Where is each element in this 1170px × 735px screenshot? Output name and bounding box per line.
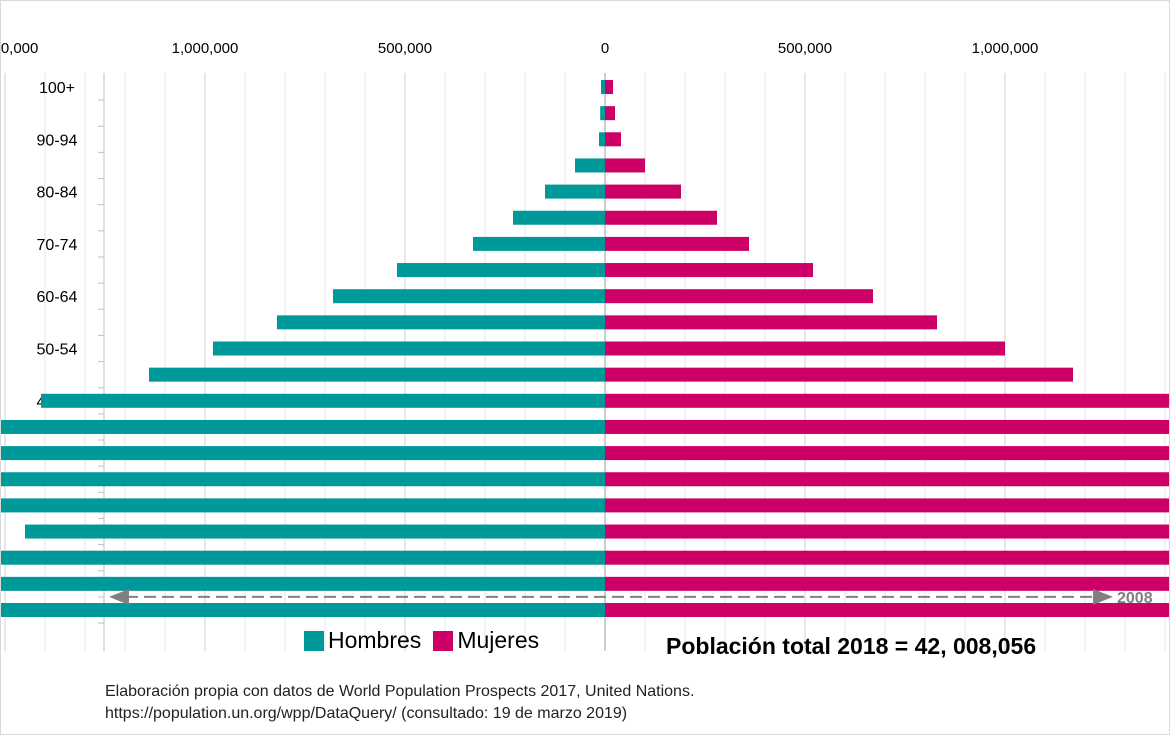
y-tick-label: 90-94 (37, 132, 78, 149)
bar-hombres (600, 106, 605, 121)
bar-hombres (397, 263, 605, 278)
bar-mujeres (605, 550, 1169, 565)
bar-mujeres (605, 419, 1169, 434)
bar-hombres (333, 289, 605, 304)
bar-mujeres (605, 446, 1169, 461)
bar-mujeres (605, 289, 873, 304)
annotation-label: 2008 (1117, 590, 1153, 607)
legend-item-hombres: Hombres (304, 627, 421, 654)
legend-item-mujeres: Mujeres (433, 627, 539, 654)
bar-hombres (513, 210, 605, 225)
legend-label-mujeres: Mujeres (457, 627, 540, 653)
bar-hombres (213, 341, 605, 356)
bar-hombres (1, 472, 605, 487)
bar-hombres (277, 315, 605, 330)
bar-mujeres (605, 106, 615, 121)
legend-swatch-hombres (304, 630, 324, 651)
legend-swatch-mujeres (433, 630, 454, 651)
annotation-2008: 2008 (109, 588, 1153, 607)
bar-mujeres (605, 210, 717, 225)
total-population-text: Población total 2018 = 42, 008,056 (666, 633, 1037, 659)
bar-mujeres (605, 472, 1169, 487)
x-tick-label: 1,500,000 (1, 40, 38, 57)
x-tick-label: 1,000,000 (172, 40, 239, 57)
bars (1, 80, 1169, 617)
bar-mujeres (605, 576, 1169, 591)
bar-mujeres (605, 524, 1169, 539)
x-tick-label: 500,000 (378, 40, 432, 57)
bar-mujeres (605, 158, 645, 173)
bar-mujeres (605, 498, 1169, 513)
arrowhead-right-icon (1093, 588, 1113, 605)
bar-hombres (601, 80, 605, 94)
bar-mujeres (605, 184, 681, 199)
x-tick-label: 1,000,000 (972, 40, 1039, 57)
bar-hombres (545, 184, 605, 199)
bar-hombres (1, 576, 605, 591)
legend: Hombres Mujeres (304, 627, 551, 654)
bar-mujeres (605, 341, 1005, 356)
bar-hombres (575, 158, 605, 173)
bar-hombres (1, 446, 605, 461)
legend-label-hombres: Hombres (328, 627, 422, 653)
bar-hombres (41, 393, 605, 408)
bar-mujeres (605, 236, 749, 251)
arrowhead-left-icon (109, 588, 129, 605)
bar-mujeres (605, 263, 813, 278)
bar-mujeres (605, 315, 937, 330)
bar-mujeres (605, 393, 1169, 408)
bar-mujeres (605, 132, 621, 147)
y-tick-label: 50-54 (37, 342, 78, 359)
bar-hombres (599, 132, 605, 147)
y-tick-label: 70-74 (37, 237, 78, 254)
x-axis-ticks: 2,500,0002,000,0001,500,0001,000,000500,… (1, 40, 1039, 57)
y-tick-label: 60-64 (37, 289, 78, 306)
bar-hombres (1, 550, 605, 565)
y-tick-label: 80-84 (37, 185, 78, 202)
source-line-1: Elaboración propia con datos de World Po… (105, 683, 695, 700)
x-tick-label: 500,000 (778, 40, 832, 57)
bar-hombres (25, 524, 605, 539)
x-tick-label: 0 (601, 40, 609, 57)
bar-hombres (1, 603, 605, 617)
bar-mujeres (605, 603, 1169, 617)
bar-hombres (149, 367, 605, 382)
bar-hombres (473, 236, 605, 251)
bar-mujeres (605, 80, 613, 94)
bar-mujeres (605, 367, 1073, 382)
bar-hombres (1, 498, 605, 513)
source-line-2: https://population.un.org/wpp/DataQuery/… (105, 705, 628, 722)
y-tick-label: 100+ (39, 80, 75, 97)
source-note: Elaboración propia con datos de World Po… (105, 681, 694, 725)
bar-hombres (1, 419, 605, 434)
